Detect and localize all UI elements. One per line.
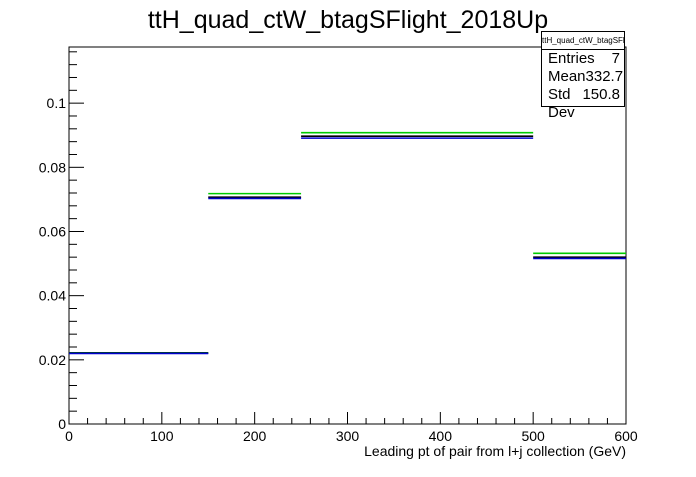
x-tick-label: 0 <box>65 428 73 444</box>
stats-row-mean: Mean 332.7 <box>542 68 624 86</box>
stats-box: ttH_quad_ctW_btagSFlight_2018Up Entries … <box>541 31 625 121</box>
y-tick-label: 0.08 <box>39 159 66 175</box>
y-tick-label: 0.02 <box>39 352 66 368</box>
y-tick-label: 0.04 <box>39 288 66 304</box>
stats-stddev-label: Std Dev <box>548 86 575 121</box>
chart-title: ttH_quad_ctW_btagSFlight_2018Up <box>148 6 548 34</box>
stats-row-entries: Entries 7 <box>542 50 624 68</box>
stats-mean-label: Mean <box>548 68 586 85</box>
stats-title: ttH_quad_ctW_btagSFlight_2018Up <box>542 32 624 50</box>
x-tick-label: 200 <box>243 428 267 444</box>
x-tick-label: 600 <box>614 428 638 444</box>
y-tick-label: 0 <box>58 416 66 432</box>
x-tick-label: 500 <box>521 428 545 444</box>
x-tick-label: 100 <box>150 428 174 444</box>
x-tick-label: 300 <box>336 428 360 444</box>
x-tick-label: 400 <box>429 428 453 444</box>
y-tick-label: 0.06 <box>39 223 66 239</box>
stats-entries-value: 7 <box>611 50 620 67</box>
stats-row-stddev: Std Dev 150.8 <box>542 86 624 121</box>
stats-mean-value: 332.7 <box>585 68 624 85</box>
y-tick-label: 0.1 <box>47 95 67 111</box>
axes: 0 100 200 300 400 500 600 0 0.02 0.04 0.06 0.08 0.1 <box>39 51 638 444</box>
x-axis-label: Leading pt of pair from l+j collection (… <box>364 443 626 459</box>
stats-entries-label: Entries <box>548 50 595 67</box>
histogram-bins <box>69 131 626 355</box>
stats-stddev-value: 150.8 <box>582 86 620 103</box>
